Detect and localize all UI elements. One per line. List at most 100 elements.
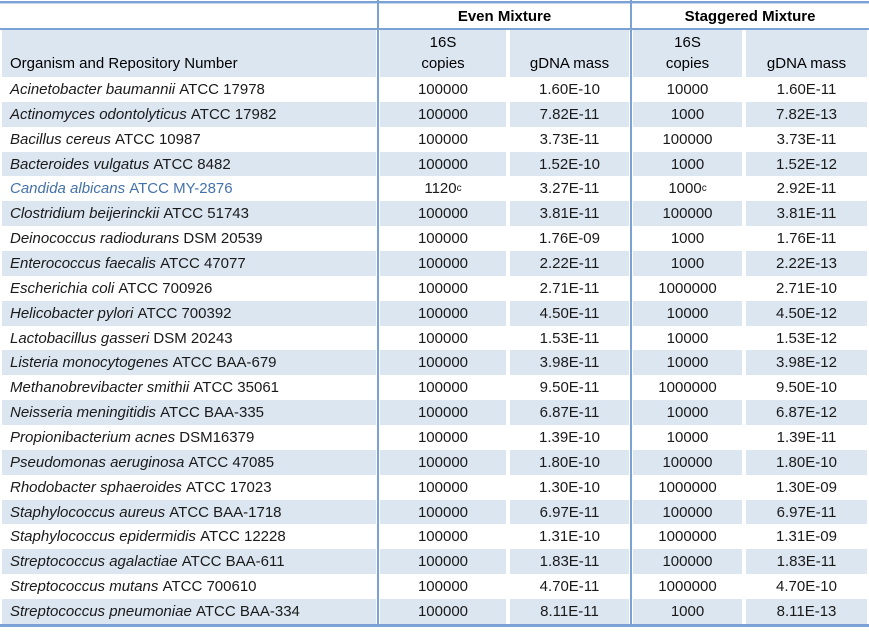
staggered-gdna-mass-header: gDNA mass bbox=[744, 30, 869, 77]
even-gdna-mass-value: 7.82E-11 bbox=[508, 101, 631, 127]
repository-number: ATCC 35061 bbox=[189, 379, 280, 397]
table-row: Streptococcus pneumoniae ATCC BAA-334 100… bbox=[0, 599, 869, 624]
staggered-gdna-mass-value: 3.81E-11 bbox=[744, 201, 869, 227]
staggered-gdna-mass-value: 4.50E-12 bbox=[744, 300, 869, 326]
species-name: Streptococcus pneumoniae bbox=[10, 602, 192, 620]
table-row: Streptococcus agalactiae ATCC BAA-611 100… bbox=[0, 549, 869, 575]
organism-cell: Escherichia coli ATCC 700926 bbox=[0, 275, 378, 301]
even-16s-copies-value: 100000 bbox=[378, 275, 508, 301]
organism-cell: Streptococcus mutans ATCC 700610 bbox=[0, 574, 378, 600]
repository-number: ATCC 700926 bbox=[114, 279, 213, 297]
staggered-gdna-mass-value: 6.97E-11 bbox=[744, 499, 869, 525]
species-name: Listeria monocytogenes bbox=[10, 354, 169, 372]
staggered-16s-copies-value: 1000000 bbox=[631, 275, 744, 301]
even-16s-copies-header: 16S copies bbox=[378, 30, 508, 77]
species-name: Enterococcus faecalis bbox=[10, 254, 156, 272]
repository-number: ATCC BAA-334 bbox=[191, 602, 300, 620]
repository-number: ATCC 10987 bbox=[110, 130, 201, 148]
staggered-mixture-group-header: Staggered Mixture bbox=[684, 7, 816, 25]
even-gdna-mass-value: 1.31E-10 bbox=[508, 524, 631, 550]
organism-cell: Methanobrevibacter smithii ATCC 35061 bbox=[0, 375, 378, 401]
staggered-16s-copies-value: 1000 c bbox=[631, 176, 744, 202]
organism-column-header: Organism and Repository Number bbox=[0, 30, 378, 77]
copies-header-line2: copies bbox=[665, 55, 710, 72]
even-16s-copies-value: 100000 bbox=[378, 400, 508, 426]
organism-cell: Bacteroides vulgatus ATCC 8482 bbox=[0, 151, 378, 177]
organism-cell: Pseudomonas aeruginosa ATCC 47085 bbox=[0, 449, 378, 475]
even-gdna-mass-value: 6.97E-11 bbox=[508, 499, 631, 525]
even-gdna-mass-value: 2.71E-11 bbox=[508, 275, 631, 301]
table-row: Lactobacillus gasseri DSM 20243 100000 1.5… bbox=[0, 325, 869, 351]
staggered-gdna-mass-value: 1.30E-09 bbox=[744, 474, 869, 500]
table-row: Clostridium beijerinckii ATCC 51743 10000… bbox=[0, 201, 869, 227]
species-name: Acinetobacter baumannii bbox=[10, 80, 176, 98]
header-separator-line bbox=[0, 28, 869, 30]
staggered-gdna-mass-value: 2.71E-10 bbox=[744, 275, 869, 301]
even-16s-copies-value: 100000 bbox=[378, 251, 508, 276]
staggered-gdna-mass-value: 2.92E-11 bbox=[744, 176, 869, 202]
repository-number: ATCC BAA-679 bbox=[168, 354, 277, 372]
staggered-16s-copies-value: 1000000 bbox=[631, 375, 744, 401]
gdna-header-label: gDNA mass bbox=[766, 55, 847, 72]
group-header-row: Even Mixture Staggered Mixture bbox=[0, 4, 869, 28]
staggered-gdna-mass-value: 3.98E-12 bbox=[744, 350, 869, 376]
even-gdna-mass-value: 1.30E-10 bbox=[508, 474, 631, 500]
species-name: Bacteroides vulgatus bbox=[10, 155, 150, 173]
even-gdna-mass-value: 3.81E-11 bbox=[508, 201, 631, 227]
staggered-16s-copies-value: 100000 bbox=[631, 449, 744, 475]
even-gdna-mass-value: 3.73E-11 bbox=[508, 126, 631, 152]
staggered-gdna-mass-value: 7.82E-13 bbox=[744, 101, 869, 127]
table-body: Acinetobacter baumannii ATCC 17978 100000… bbox=[0, 77, 869, 624]
even-16s-copies-value: 100000 bbox=[378, 499, 508, 525]
repository-number: ATCC 47085 bbox=[184, 453, 275, 471]
even-16s-copies-value: 100000 bbox=[378, 574, 508, 600]
even-gdna-mass-value: 6.87E-11 bbox=[508, 400, 631, 426]
organism-cell: Lactobacillus gasseri DSM 20243 bbox=[0, 325, 378, 351]
repository-number: DSM 20243 bbox=[149, 329, 233, 347]
staggered-gdna-mass-value: 6.87E-12 bbox=[744, 400, 869, 426]
even-16s-copies-value: 100000 bbox=[378, 425, 508, 450]
staggered-gdna-mass-value: 1.39E-11 bbox=[744, 425, 869, 450]
species-name: Neisseria meningitidis bbox=[10, 404, 156, 422]
table-row: Neisseria meningitidis ATCC BAA-335 10000… bbox=[0, 400, 869, 426]
organism-cell: Streptococcus agalactiae ATCC BAA-611 bbox=[0, 549, 378, 575]
table-row: Listeria monocytogenes ATCC BAA-679 10000… bbox=[0, 350, 869, 376]
even-16s-copies-value: 100000 bbox=[378, 101, 508, 127]
staggered-16s-copies-value: 10000 bbox=[631, 350, 744, 376]
table-row: Propionibacterium acnes DSM16379 100000 1.… bbox=[0, 425, 869, 450]
staggered-16s-copies-value: 100000 bbox=[631, 549, 744, 575]
staggered-gdna-mass-value: 1.53E-12 bbox=[744, 325, 869, 351]
staggered-16s-copies-value: 1000 bbox=[631, 251, 744, 276]
even-gdna-mass-value: 2.22E-11 bbox=[508, 251, 631, 276]
species-name: Staphylococcus epidermidis bbox=[10, 528, 196, 546]
vertical-rule-organism-even bbox=[377, 0, 379, 627]
species-name: Actinomyces odontolyticus bbox=[10, 105, 187, 123]
organism-cell: Clostridium beijerinckii ATCC 51743 bbox=[0, 201, 378, 227]
even-16s-copies-value: 100000 bbox=[378, 201, 508, 227]
repository-number: ATCC 17978 bbox=[175, 80, 265, 98]
table-row: Escherichia coli ATCC 700926 100000 2.71E-… bbox=[0, 275, 869, 301]
even-16s-copies-value: 100000 bbox=[378, 599, 508, 624]
organism-cell: Staphylococcus epidermidis ATCC 12228 bbox=[0, 524, 378, 550]
vertical-rule-even-staggered bbox=[630, 0, 632, 627]
staggered-gdna-mass-value: 1.52E-12 bbox=[744, 151, 869, 177]
staggered-16s-copies-value: 100000 bbox=[631, 499, 744, 525]
species-name: Propionibacterium acnes bbox=[10, 428, 176, 446]
repository-number: ATCC 17982 bbox=[186, 105, 277, 123]
species-name: Rhodobacter sphaeroides bbox=[10, 478, 182, 496]
even-16s-copies-value: 100000 bbox=[378, 126, 508, 152]
column-header-row: Organism and Repository Number 16S copie… bbox=[0, 30, 869, 77]
copies-header-line1: 16S bbox=[674, 34, 701, 51]
staggered-16s-copies-value: 10000 bbox=[631, 400, 744, 426]
repository-number: ATCC 12228 bbox=[195, 528, 286, 546]
repository-number: ATCC 47077 bbox=[155, 254, 246, 272]
even-16s-copies-value: 100000 bbox=[378, 375, 508, 401]
staggered-gdna-mass-value: 9.50E-10 bbox=[744, 375, 869, 401]
organism-cell: Actinomyces odontolyticus ATCC 17982 bbox=[0, 101, 378, 127]
even-16s-copies-value: 100000 bbox=[378, 524, 508, 550]
staggered-gdna-mass-value: 1.60E-11 bbox=[744, 77, 869, 102]
table-row: Rhodobacter sphaeroides ATCC 17023 100000… bbox=[0, 474, 869, 500]
table-row: Enterococcus faecalis ATCC 47077 100000 2.… bbox=[0, 251, 869, 276]
repository-number: ATCC 17023 bbox=[181, 478, 272, 496]
